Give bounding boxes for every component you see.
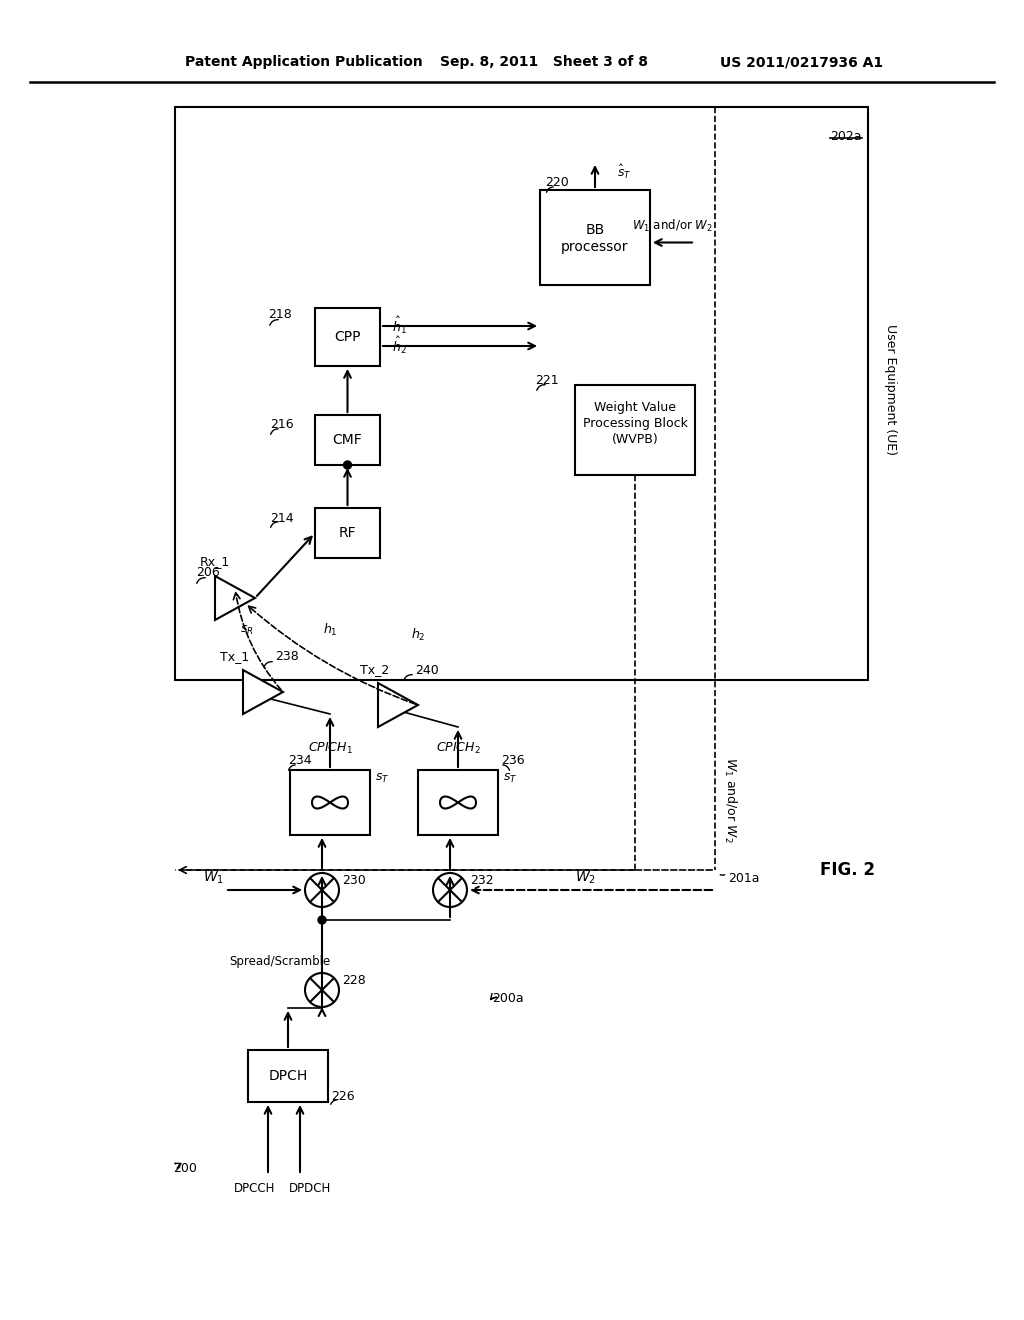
Polygon shape — [215, 576, 255, 620]
Text: $h_2$: $h_2$ — [411, 627, 425, 643]
Text: $W_2$: $W_2$ — [574, 870, 596, 886]
Text: 234: 234 — [288, 754, 311, 767]
Text: $W_1$: $W_1$ — [203, 870, 223, 886]
Text: $\hat{h}_1$: $\hat{h}_1$ — [392, 314, 407, 335]
Bar — [418, 770, 498, 836]
Text: $s_T$: $s_T$ — [503, 771, 517, 784]
Text: User Equipment (UE): User Equipment (UE) — [884, 325, 896, 455]
Text: US 2011/0217936 A1: US 2011/0217936 A1 — [720, 55, 883, 69]
Bar — [290, 770, 370, 836]
Text: 238: 238 — [275, 651, 299, 664]
Text: $\hat{s}_T$: $\hat{s}_T$ — [617, 162, 632, 181]
Text: 218: 218 — [268, 309, 292, 322]
Bar — [575, 385, 695, 475]
Text: 200: 200 — [173, 1162, 197, 1175]
Text: 214: 214 — [270, 511, 294, 524]
Text: Tx_1: Tx_1 — [220, 651, 250, 664]
Text: 216: 216 — [270, 418, 294, 432]
Text: 206: 206 — [196, 565, 220, 578]
Text: $s_R$: $s_R$ — [240, 623, 254, 636]
Text: Rx_1: Rx_1 — [200, 556, 230, 569]
Circle shape — [318, 916, 326, 924]
Text: Spread/Scramble: Spread/Scramble — [229, 956, 331, 969]
Bar — [540, 190, 650, 285]
Text: 228: 228 — [342, 974, 366, 986]
Text: DPDCH: DPDCH — [289, 1181, 331, 1195]
Bar — [315, 414, 380, 465]
Text: 221: 221 — [535, 374, 559, 387]
Circle shape — [343, 461, 351, 469]
Text: 200a: 200a — [492, 991, 523, 1005]
Text: Sep. 8, 2011   Sheet 3 of 8: Sep. 8, 2011 Sheet 3 of 8 — [440, 55, 648, 69]
Text: $CPICH_2$: $CPICH_2$ — [435, 741, 480, 755]
Text: 240: 240 — [415, 664, 438, 676]
Text: DPCH: DPCH — [268, 1069, 307, 1082]
Text: Weight Value: Weight Value — [594, 400, 676, 413]
Text: $h_1$: $h_1$ — [323, 622, 337, 638]
Text: $CPICH_1$: $CPICH_1$ — [307, 741, 352, 755]
Text: DPCCH: DPCCH — [234, 1181, 275, 1195]
Text: Tx_2: Tx_2 — [360, 664, 389, 676]
Text: $\hat{h}_2$: $\hat{h}_2$ — [392, 334, 407, 355]
Text: $W_1$ and/or $W_2$: $W_1$ and/or $W_2$ — [632, 218, 713, 234]
Bar — [315, 308, 380, 366]
Text: 220: 220 — [545, 176, 568, 189]
Text: 232: 232 — [470, 874, 494, 887]
Text: $s_T$: $s_T$ — [375, 771, 389, 784]
Bar — [175, 107, 868, 680]
Text: 230: 230 — [342, 874, 366, 887]
Text: 226: 226 — [331, 1090, 354, 1104]
Text: (WVPB): (WVPB) — [611, 433, 658, 446]
Polygon shape — [243, 671, 283, 714]
Text: 236: 236 — [501, 754, 524, 767]
Text: CMF: CMF — [333, 433, 362, 447]
Text: 202a: 202a — [830, 129, 861, 143]
Text: FIG. 2: FIG. 2 — [820, 861, 874, 879]
Text: Patent Application Publication: Patent Application Publication — [185, 55, 423, 69]
Bar — [248, 1049, 328, 1102]
Text: 201a: 201a — [728, 871, 760, 884]
Text: CPP: CPP — [334, 330, 360, 345]
Text: $W_1$ and/or $W_2$: $W_1$ and/or $W_2$ — [722, 758, 738, 843]
Text: Processing Block: Processing Block — [583, 417, 687, 429]
Text: RF: RF — [339, 525, 356, 540]
Bar — [315, 508, 380, 558]
Text: processor: processor — [561, 240, 629, 255]
Text: BB: BB — [586, 223, 604, 236]
Polygon shape — [378, 682, 418, 727]
